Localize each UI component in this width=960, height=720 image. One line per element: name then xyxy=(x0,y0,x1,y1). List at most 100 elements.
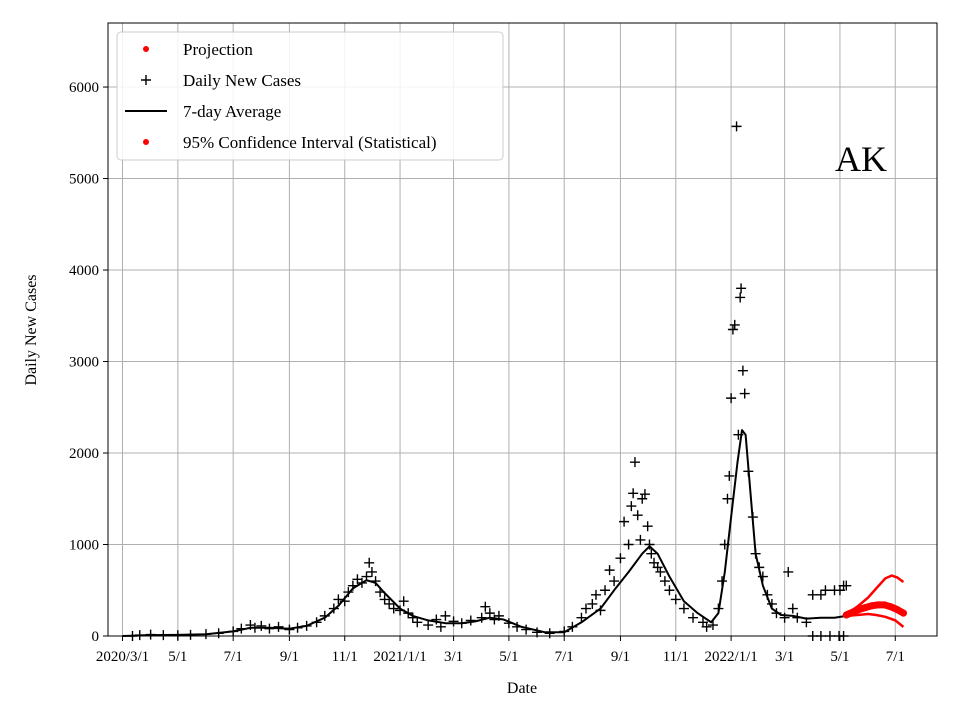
daily-case-point xyxy=(724,470,735,481)
daily-case-point xyxy=(642,521,653,532)
daily-case-point xyxy=(737,365,748,376)
legend-marker-plus xyxy=(141,75,151,85)
x-tick-label: 7/1 xyxy=(555,649,574,665)
x-tick-label: 3/1 xyxy=(444,649,463,665)
daily-case-point xyxy=(423,620,434,631)
x-tick-label: 2020/3/1 xyxy=(96,649,149,665)
projection-point xyxy=(899,609,907,617)
daily-case-point xyxy=(787,603,798,614)
y-tick-label: 6000 xyxy=(69,80,99,96)
daily-case-point xyxy=(727,324,738,335)
daily-case-point xyxy=(659,576,670,587)
daily-case-point xyxy=(600,585,611,596)
x-tick-label: 7/1 xyxy=(224,649,243,665)
projection-point xyxy=(868,602,876,610)
daily-case-point xyxy=(379,594,390,605)
x-tick-label: 7/1 xyxy=(886,649,905,665)
x-tick-label: 11/1 xyxy=(332,649,358,665)
daily-case-point xyxy=(629,457,640,468)
daily-case-point xyxy=(722,493,733,504)
confidence-lower-line xyxy=(846,612,905,628)
daily-case-point xyxy=(678,603,689,614)
legend-box xyxy=(116,31,504,161)
daily-case-point xyxy=(576,612,587,623)
daily-case-point xyxy=(435,621,446,632)
x-tick-label: 5/1 xyxy=(499,649,518,665)
legend-marker-dot xyxy=(143,46,149,52)
daily-case-point xyxy=(731,121,742,132)
x-tick-label: 3/1 xyxy=(775,649,794,665)
daily-case-point xyxy=(448,616,459,627)
daily-case-point xyxy=(655,566,666,577)
state-label: AK xyxy=(835,139,887,179)
x-tick-label: 5/1 xyxy=(168,649,187,665)
daily-case-point xyxy=(701,621,712,632)
axes-frame xyxy=(107,22,938,637)
daily-case-point xyxy=(820,585,831,596)
daily-case-point xyxy=(484,608,495,619)
legend-label: Projection xyxy=(183,40,253,59)
daily-case-point xyxy=(628,488,639,499)
daily-case-point xyxy=(739,388,750,399)
legend-label: Daily New Cases xyxy=(183,71,301,90)
daily-case-point xyxy=(604,565,615,576)
daily-case-point xyxy=(256,620,267,631)
daily-case-point xyxy=(333,594,344,605)
daily-case-point xyxy=(384,598,395,609)
daily-case-point xyxy=(580,603,591,614)
daily-case-point xyxy=(626,501,637,512)
x-tick-label: 5/1 xyxy=(830,649,849,665)
daily-case-point xyxy=(398,596,409,607)
x-axis-label: Date xyxy=(507,680,537,697)
daily-case-point xyxy=(480,601,491,612)
y-tick-label: 4000 xyxy=(69,263,99,279)
daily-case-point xyxy=(273,621,284,632)
daily-case-point xyxy=(841,580,852,591)
daily-case-point xyxy=(757,571,768,582)
daily-case-point xyxy=(364,557,375,568)
daily-case-point xyxy=(615,553,626,564)
y-tick-label: 0 xyxy=(92,629,100,645)
projection-point xyxy=(874,601,882,609)
daily-case-point xyxy=(388,603,399,614)
daily-case-point xyxy=(476,612,487,623)
daily-case-point xyxy=(465,615,476,626)
daily-case-point xyxy=(736,283,747,294)
projection-series xyxy=(842,601,907,619)
x-tick-label: 11/1 xyxy=(663,649,689,665)
daily-case-point xyxy=(412,617,423,628)
daily-case-point xyxy=(783,566,794,577)
legend-marker-dot xyxy=(143,139,149,145)
y-tick-label: 5000 xyxy=(69,172,99,188)
daily-case-point xyxy=(343,587,354,598)
daily-case-point xyxy=(590,589,601,600)
daily-case-point xyxy=(729,319,740,330)
daily-case-point xyxy=(632,510,643,521)
legend-label: 7-day Average xyxy=(183,102,281,121)
x-tick-label: 2021/1/1 xyxy=(373,649,426,665)
projection-point xyxy=(893,605,901,613)
daily-case-point xyxy=(646,548,657,559)
daily-case-point xyxy=(635,534,646,545)
projection-point xyxy=(880,601,888,609)
daily-case-point xyxy=(664,585,675,596)
daily-case-point xyxy=(619,516,630,527)
daily-case-point xyxy=(366,566,377,577)
projection-point xyxy=(887,603,895,611)
daily-case-point xyxy=(815,589,826,600)
y-axis-label: Daily New Cases xyxy=(23,274,40,385)
confidence-interval-series xyxy=(845,574,905,628)
y-tick-label: 1000 xyxy=(69,538,99,554)
daily-case-point xyxy=(623,539,634,550)
legend-label: 95% Confidence Interval (Statistical) xyxy=(183,133,437,152)
seven-day-average-line xyxy=(122,429,847,637)
x-tick-label: 2022/1/1 xyxy=(704,649,757,665)
daily-case-point xyxy=(707,620,718,631)
daily-case-point xyxy=(670,594,681,605)
ticks: 2020/3/1 5/1 7/1 9/1 11/1 2021/1/1 3/1 5/1 7/1 9/… xyxy=(69,80,905,665)
daily-case-point xyxy=(726,393,737,404)
confidence-upper-line xyxy=(845,574,905,616)
daily-case-point xyxy=(609,576,620,587)
daily-case-point xyxy=(440,610,451,621)
